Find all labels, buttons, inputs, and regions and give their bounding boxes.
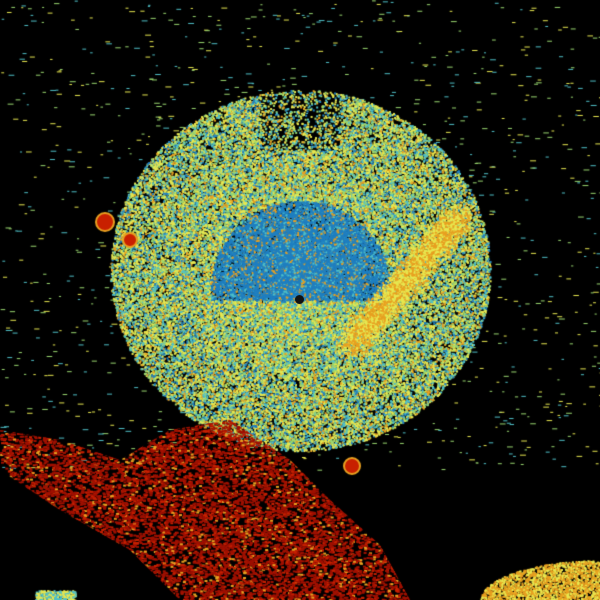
radar-site-marker <box>295 295 304 304</box>
